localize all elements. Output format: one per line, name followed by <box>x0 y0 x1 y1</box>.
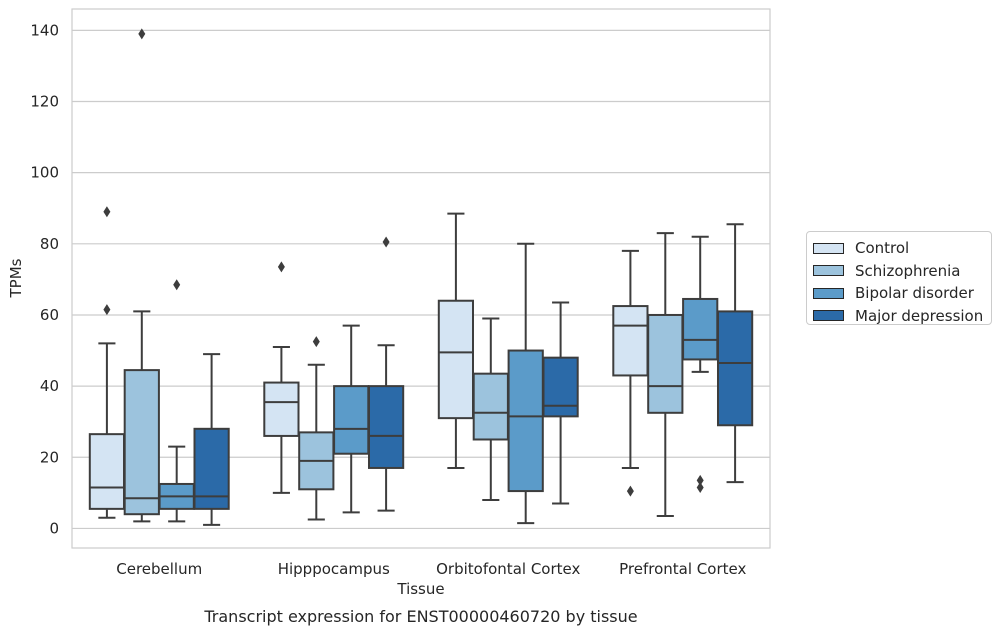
y-tick-label: 20 <box>40 448 59 466</box>
box <box>647 313 684 414</box>
legend-item-schizophrenia: Schizophrenia <box>813 260 991 283</box>
legend-swatch-major-depression <box>813 310 844 322</box>
outlier-point <box>696 482 704 494</box>
box <box>716 310 754 427</box>
y-tick-label: 120 <box>30 93 59 111</box>
outlier-point <box>277 261 285 273</box>
y-tick-label: 100 <box>30 164 59 182</box>
outlier-point <box>103 206 111 218</box>
x-axis-ticks: Cerebellum Hipppocampus Orbitofontal Corte… <box>116 560 746 578</box>
plot-area-frame <box>71 8 771 549</box>
box <box>472 372 509 441</box>
legend-swatch-schizophrenia <box>813 265 844 277</box>
box <box>682 297 719 361</box>
y-tick-label: 0 <box>49 519 59 537</box>
legend-label-major-depression: Major depression <box>855 306 984 325</box>
legend-swatch-bipolar-disorder <box>813 287 844 299</box>
box-groups <box>88 28 754 526</box>
y-axis-ticks: 0 20 40 60 80 100 120 140 <box>30 21 59 537</box>
y-tick-label: 140 <box>30 21 59 39</box>
legend-item-control: Control <box>813 237 991 260</box>
y-tick-label: 60 <box>40 306 59 324</box>
chart-title: Transcript expression for ENST0000046072… <box>203 607 637 626</box>
legend-label-control: Control <box>855 239 910 258</box>
outlier-point <box>696 474 704 486</box>
x-tick-label: Cerebellum <box>116 560 202 578</box>
outlier-point <box>103 304 111 316</box>
x-tick-label: Orbitofontal Cortex <box>436 560 580 578</box>
legend-label-schizophrenia: Schizophrenia <box>855 261 961 280</box>
outlier-point <box>173 279 181 291</box>
legend-item-bipolar-disorder: Bipolar disorder <box>813 282 991 305</box>
box <box>437 299 475 420</box>
legend: Control Schizophrenia Bipolar disorder M… <box>806 231 992 325</box>
box <box>263 381 300 437</box>
y-tick-label: 40 <box>40 377 59 395</box>
box <box>542 356 579 418</box>
outlier-point <box>382 236 390 248</box>
legend-swatch-control <box>813 242 844 254</box>
box <box>507 349 544 493</box>
box <box>333 385 370 455</box>
y-axis-label: TPMs <box>7 258 25 298</box>
box <box>88 433 126 510</box>
box <box>367 385 405 469</box>
legend-item-major-depression: Major depression <box>813 305 991 328</box>
outlier-point <box>626 485 634 497</box>
outlier-point <box>312 336 320 348</box>
box <box>612 305 649 377</box>
x-axis-label: Tissue <box>396 580 444 598</box>
grid-lines <box>72 29 770 530</box>
y-tick-label: 80 <box>40 235 59 253</box>
box <box>123 369 160 516</box>
outlier-point <box>138 28 146 40</box>
x-tick-label: Prefrontal Cortex <box>619 560 746 578</box>
x-tick-label: Hipppocampus <box>278 560 390 578</box>
legend-label-bipolar-disorder: Bipolar disorder <box>855 284 974 303</box>
